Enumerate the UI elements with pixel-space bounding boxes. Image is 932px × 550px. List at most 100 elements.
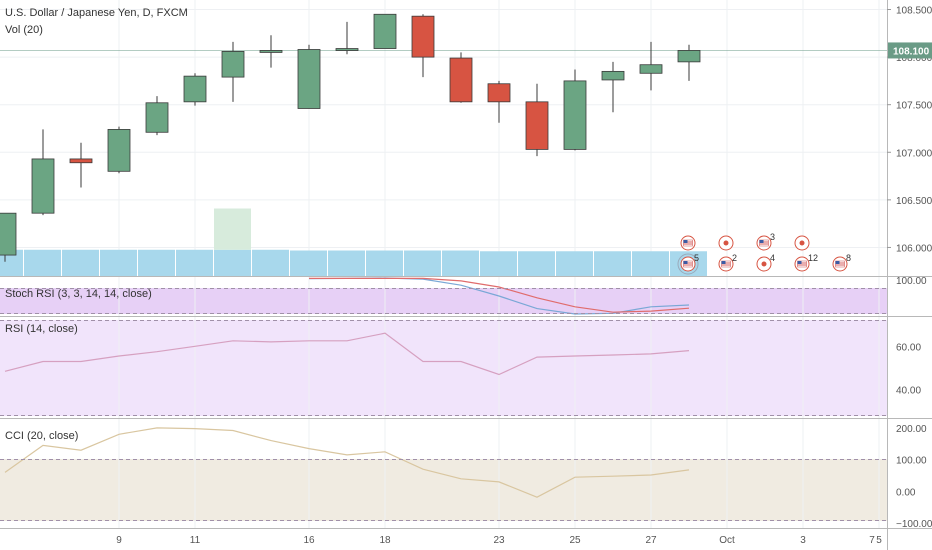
event-marker[interactable]: 5 [677,253,699,275]
pane-backgrounds [0,288,887,521]
x-tick-label: 9 [116,535,122,546]
candle [601,61,625,113]
event-marker[interactable] [794,235,810,251]
last-price-value: 108.100 [893,46,930,57]
candle-body [601,70,625,81]
candles [0,13,701,262]
x-tick-label: 25 [569,535,581,546]
volume-bar [404,250,441,276]
cci-label: CCI (20, close) [5,430,78,442]
rsi-label: RSI (14, close) [5,323,78,335]
volume-bar [594,251,631,276]
candle [411,14,435,78]
volume-bar-highlight [214,208,251,250]
us-flag-icon [683,260,693,268]
candle [449,52,473,103]
volume-bar [632,251,669,276]
volume-bar [556,251,593,276]
volume-bar [100,249,137,276]
event-marker[interactable]: 2 [718,253,737,272]
candle-body [107,129,131,172]
volume-bar [366,250,403,276]
event-highlight-ring [677,253,699,275]
x-tick-label: 18 [379,535,391,546]
event-marker[interactable] [680,235,696,251]
candle [259,35,283,68]
event-marker[interactable]: 3 [756,232,775,251]
candle-body [221,50,245,78]
price-tick-label: 106.500 [896,196,932,207]
rsi-tick-label: 40.00 [896,386,921,397]
candle [31,129,55,216]
candle-body [525,101,549,150]
candle-body [335,48,359,51]
band-borders [0,288,887,521]
stoch-rsi-label: Stoch RSI (3, 3, 14, 14, close) [5,288,152,300]
candle [525,83,549,157]
x-tick-label: 7 [869,535,875,546]
candle-body [639,64,663,74]
event-marker[interactable]: 12 [794,253,818,272]
volume-bar [138,249,175,276]
us-flag-icon [683,239,693,247]
event-count: 5 [694,253,699,263]
candle-body [0,212,17,256]
event-count: 3 [770,232,775,242]
event-count: 12 [808,253,818,263]
x-tick-label: Oct [719,535,735,546]
candle [145,96,169,136]
volume-bar [0,249,23,276]
rsi-line [4,332,690,376]
price-tick-label: 108.500 [896,6,932,17]
candle [221,41,245,102]
stoch-tick-label: 100.00 [896,276,927,287]
cci-tick-label: 0.00 [896,487,916,498]
candle-body [31,158,55,214]
cci-band [0,459,887,521]
candle [0,212,17,262]
candle-body [487,83,511,103]
event-dot-icon [799,240,805,246]
event-marker[interactable] [718,235,734,251]
volume-bar [518,251,555,276]
volume-bar [480,251,517,276]
volume-bars [0,208,707,276]
x-tick-label: 23 [493,535,505,546]
candle [677,44,701,81]
price-tick-label: 107.000 [896,148,932,159]
axes: 9 11 16 18 23 25 27 Oct 3 57106.000106.500107.000… [116,6,932,546]
us-flag-icon [759,239,769,247]
cci-line [4,427,690,498]
rsi-band [0,320,887,416]
candle-body [563,80,587,150]
candle-body [69,158,93,164]
stoch-band [0,288,887,314]
event-count: 8 [846,253,851,263]
candle-body [411,15,435,58]
candle [107,126,131,174]
rsi-tick-label: 60.00 [896,342,921,353]
candle [563,69,587,151]
candle-body [677,50,701,63]
volume-bar [24,249,61,276]
chart-title: U.S. Dollar / Japanese Yen, D, FXCM [5,7,188,19]
event-markers[interactable]: 5 2 3 4 12 8 [677,232,851,275]
volume-bar [328,250,365,276]
x-tick-label: 16 [303,535,315,546]
candle [335,21,359,55]
volume-bar [214,249,251,276]
event-marker[interactable]: 4 [756,253,775,272]
candle [639,41,663,91]
cci-tick-label: 100.00 [896,456,927,467]
x-tick-label: 3 [800,535,806,546]
us-flag-icon [797,260,807,268]
volume-bar [62,249,99,276]
x-tick-label: 27 [645,535,657,546]
candle [487,80,511,123]
candle-body [449,57,473,103]
cci-tick-label: −100.00 [896,519,932,530]
event-marker[interactable]: 8 [832,253,851,272]
us-flag-icon [835,260,845,268]
